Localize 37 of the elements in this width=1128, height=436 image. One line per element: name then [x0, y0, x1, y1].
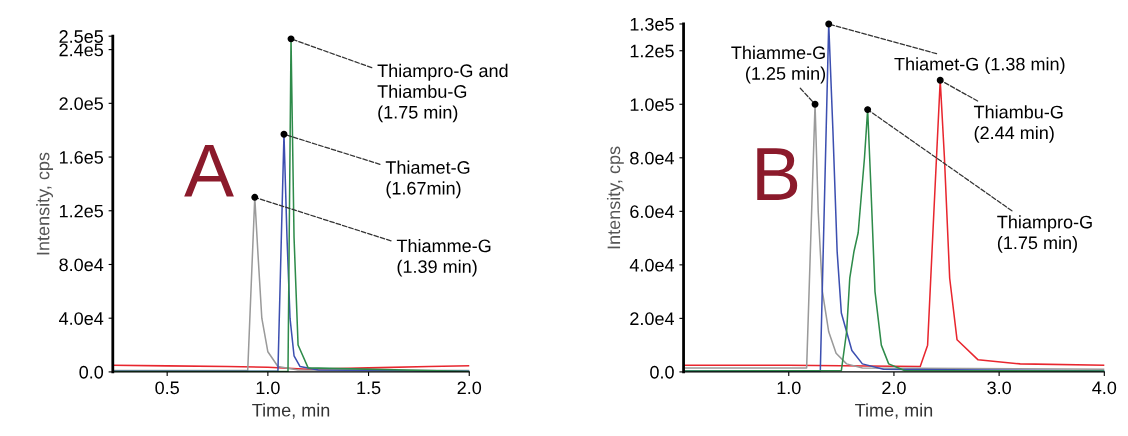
annotation: Thiampro-G (1.75 min) [997, 215, 1092, 253]
y-tick-label: 2.0e4 [630, 312, 675, 326]
y-tick-label: 1.2e5 [630, 44, 674, 58]
y-tick-label: 1.6e5 [59, 150, 104, 164]
x-tick-label: 1.5 [357, 381, 381, 395]
annotation: B [757, 148, 798, 200]
y-tick-label: 4.0e4 [629, 258, 675, 272]
annotation: Thiampro-G and Thiambu-G (1.75 min) [377, 63, 508, 123]
y-tick-label: 1.2e5 [59, 204, 104, 218]
y-tick-label: 2.0e5 [59, 97, 104, 111]
y-tick-label: 1.3e5 [630, 17, 674, 31]
x-tick-label: 2.0 [457, 381, 482, 395]
y-tick-label: 0.0 [79, 365, 104, 379]
annotation: Thiamme-G (1.25 min) [731, 45, 826, 84]
y-tick-label: 0.0 [650, 365, 674, 379]
y-tick-label: 2.5e5 [59, 30, 104, 43]
y-tick-label: 6.0e4 [630, 205, 675, 219]
x-tick-label: 0.5 [155, 381, 179, 395]
y-tick-label: 1.0e5 [630, 98, 674, 111]
annotation: Thiambu-G (2.44 min) [973, 105, 1063, 143]
y-axis-title: Intensity, cps [36, 152, 54, 255]
y-tick-label: 8.0e4 [59, 258, 104, 272]
annotation: A [184, 144, 234, 197]
annotation: Thiamme-G (1.39 min) [396, 239, 491, 277]
x-tick-label: 2.0 [882, 381, 906, 395]
x-axis-title: Time, min [855, 403, 933, 419]
y-axis-title: Intensity, cps [606, 146, 624, 249]
annotation: Thiamet-G (1.67min) [385, 160, 470, 199]
x-tick-label: 3.0 [987, 381, 1011, 395]
x-tick-label: 1.0 [256, 381, 280, 395]
y-tick-label: 8.0e4 [630, 151, 675, 165]
x-tick-label: 1.0 [777, 381, 801, 395]
x-tick-label: 4.0 [1092, 381, 1117, 395]
y-tick-label: 2.4e5 [59, 43, 104, 57]
x-axis-title: Time, min [252, 403, 330, 419]
annotation: Thiamet-G (1.38 min) [894, 57, 1065, 75]
y-tick-label: 4.0e4 [59, 312, 104, 325]
